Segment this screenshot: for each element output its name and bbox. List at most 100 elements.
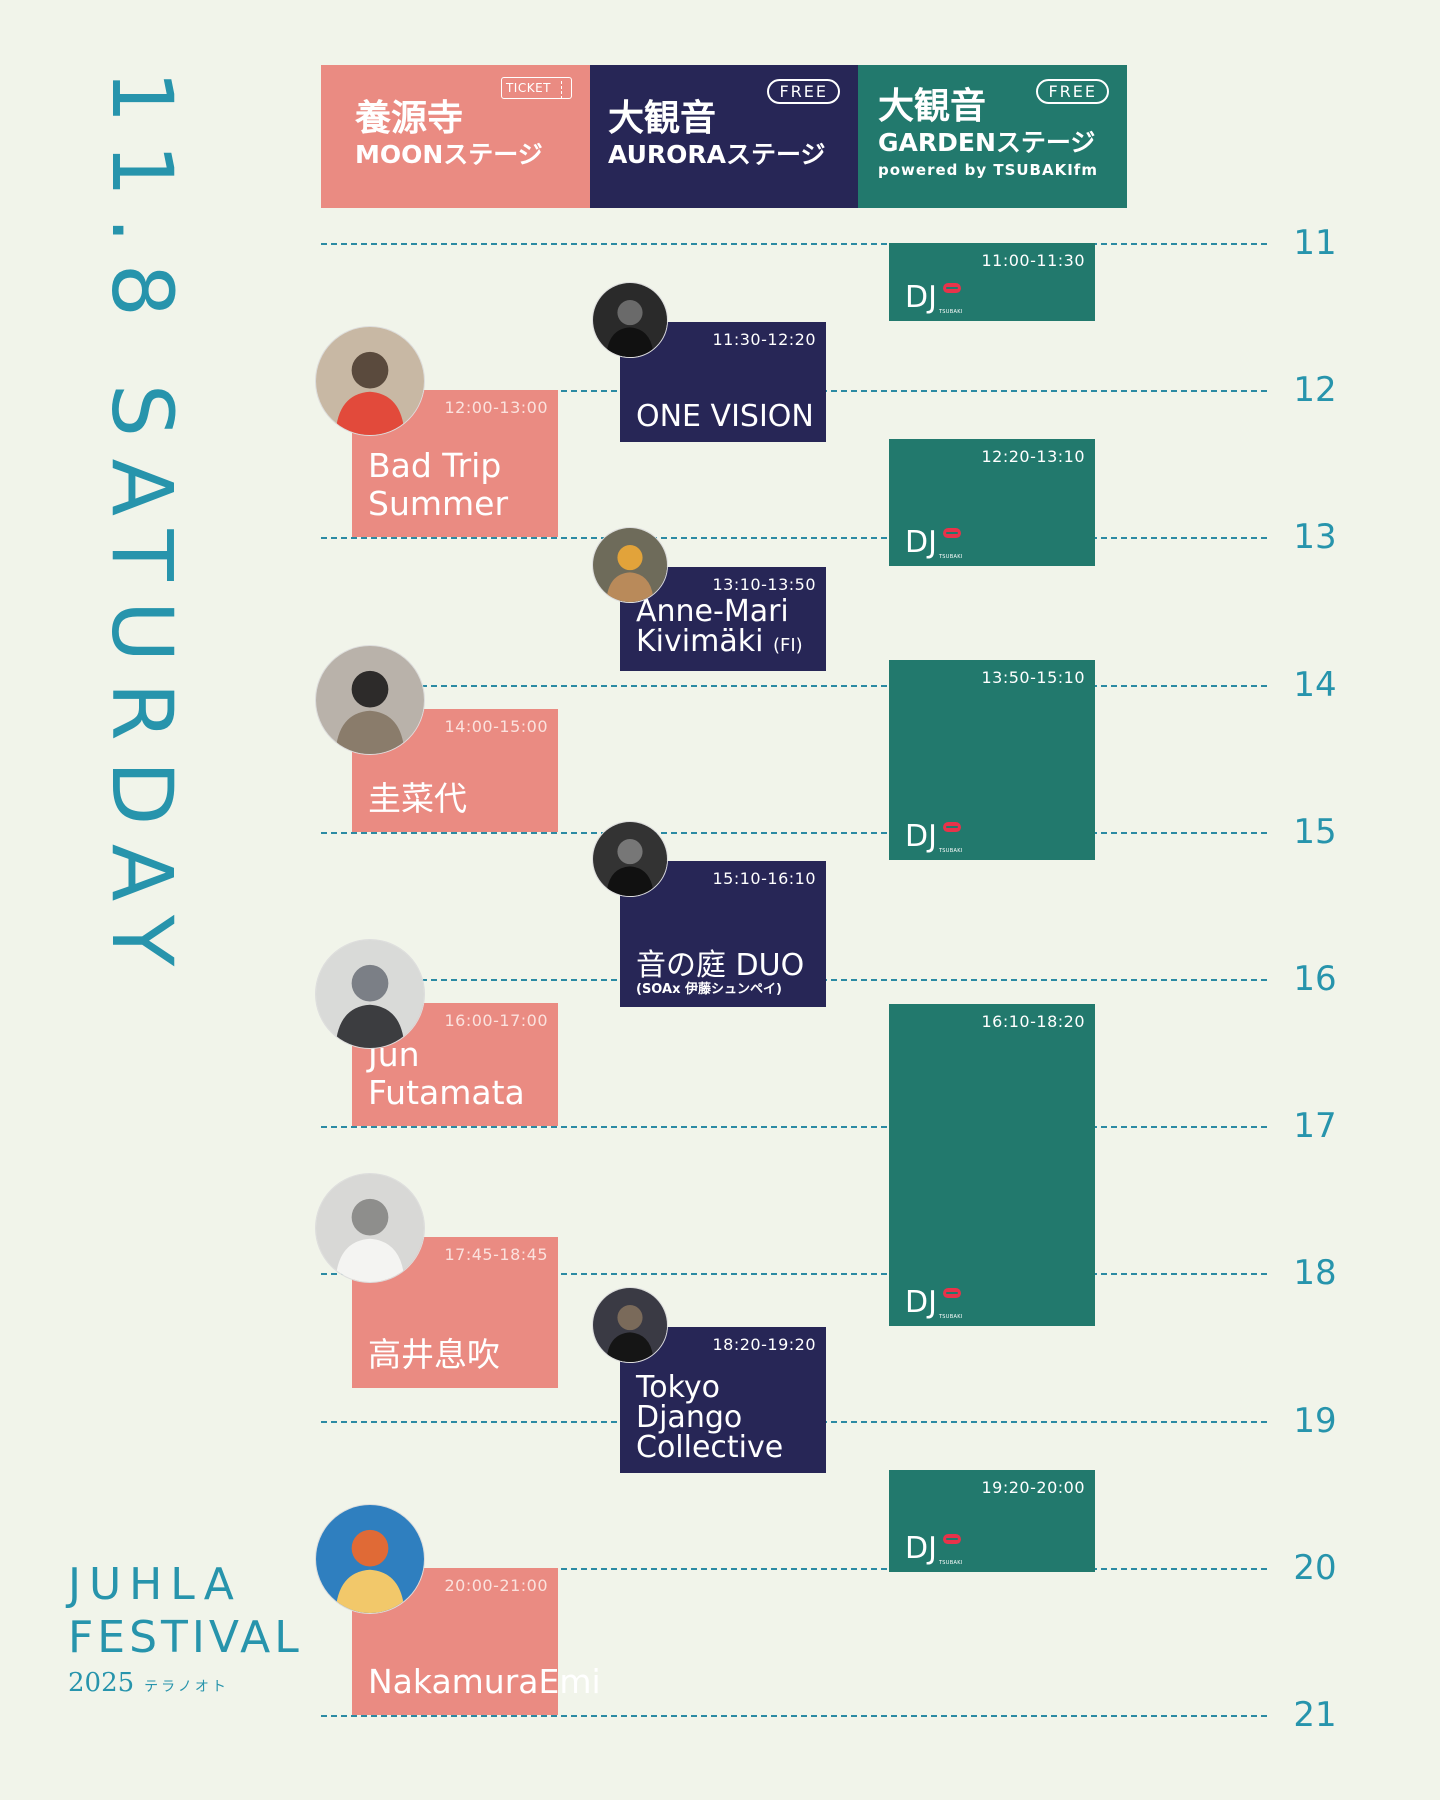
hour-label: 21 (1293, 1695, 1337, 1735)
hour-label: 11 (1293, 223, 1337, 263)
hour-label: 17 (1293, 1106, 1337, 1147)
act-name: ONE VISION (636, 402, 814, 432)
logo-line-2: FESTIVAL (68, 1612, 303, 1663)
hour-label: 13 (1293, 517, 1337, 558)
lips-icon: TSUBAKI (939, 1533, 963, 1566)
act-country: (FI) (772, 634, 803, 656)
artist-photo (315, 939, 425, 1049)
dj-text: DJ (905, 1285, 937, 1321)
act-time: 16:10-18:20 (981, 1011, 1085, 1031)
dj-logo-text: TSUBAKI (938, 1559, 963, 1566)
ticket-badge: TICKET (500, 77, 572, 99)
dj-label: DJ TSUBAKI (905, 1530, 963, 1566)
hour-line (321, 537, 1267, 540)
artist-photo (315, 326, 425, 437)
hour-label: 16 (1293, 959, 1337, 999)
artist-photo (592, 1287, 668, 1364)
act-name: Tokyo Django Collective (636, 1372, 821, 1463)
date-title: 11.8 SATURDAY (93, 70, 191, 987)
act-time: 13:50-15:10 (981, 668, 1085, 688)
garden-dj-block[interactable]: 19:20-20:00 DJ TSUBAKI (889, 1469, 1095, 1572)
act-time: 16:00-17:00 (444, 1011, 548, 1030)
act-name: Jun Futamata (368, 1035, 525, 1113)
dj-text: DJ (905, 819, 937, 855)
stage-header-moon: TICKET 養源寺 MOONステージ (321, 65, 590, 208)
hour-label: 20 (1293, 1547, 1337, 1588)
act-time: 11:30-12:20 (712, 329, 816, 349)
stage-name: 大観音 (878, 86, 987, 127)
act-time: 15:10-16:10 (712, 869, 816, 889)
hour-line (321, 1567, 1267, 1570)
hour-label: 15 (1293, 811, 1337, 852)
dj-text: DJ (905, 279, 937, 315)
moon-act-block[interactable]: 16:00-17:00 Jun Futamata (352, 1003, 558, 1127)
logo-line-3: 2025 テラノオト (68, 1666, 238, 1704)
lips-icon: TSUBAKI (939, 1288, 963, 1320)
free-badge: FREE (767, 79, 840, 104)
stage-subtitle: MOONステージ (355, 140, 543, 169)
dj-label: DJ TSUBAKI (905, 1285, 963, 1321)
lips-icon: TSUBAKI (939, 527, 963, 560)
hour-label: 18 (1293, 1253, 1337, 1294)
act-name: 高井息吹 (368, 1334, 500, 1374)
act-time: 20:00-21:00 (444, 1575, 548, 1595)
stage-name: 養源寺 (355, 98, 464, 139)
act-name: 圭菜代 (368, 778, 467, 818)
dj-text: DJ (905, 1530, 937, 1566)
festival-logo: JUHLA FESTIVAL 2025 テラノオト (68, 1559, 303, 1704)
act-time: 13:10-13:50 (712, 574, 816, 594)
hour-line (321, 684, 1267, 687)
dj-logo-text: TSUBAKI (938, 308, 963, 315)
hour-line (321, 1715, 1267, 1717)
logo-year: 2025 (68, 1668, 135, 1698)
act-time: 18:20-19:20 (712, 1335, 816, 1355)
artist-photo (315, 1503, 425, 1614)
aurora-act-block[interactable]: 18:20-19:20 Tokyo Django Collective (620, 1327, 826, 1473)
act-name: Bad Trip Summer (368, 446, 509, 524)
act-time: 19:20-20:00 (981, 1477, 1085, 1497)
hour-label: 12 (1293, 370, 1337, 411)
dj-logo-text: TSUBAKI (938, 553, 963, 560)
dj-logo-text: TSUBAKI (938, 848, 963, 855)
hour-line (321, 1126, 1267, 1129)
dj-label: DJ TSUBAKI (905, 279, 963, 315)
garden-dj-block[interactable]: 11:00-11:30 DJ TSUBAKI (889, 243, 1095, 321)
act-name: NakamuraEmi (368, 1661, 601, 1701)
logo-line-1: JUHLA (68, 1559, 242, 1610)
hour-label: 19 (1293, 1400, 1337, 1441)
dj-label: DJ TSUBAKI (905, 525, 963, 560)
dj-label: DJ TSUBAKI (905, 819, 963, 855)
act-time: 17:45-18:45 (444, 1244, 548, 1264)
hour-line (321, 243, 1267, 245)
stage-subtitle: AURORAステージ (608, 140, 826, 169)
act-name: 音の庭 DUO (SOAx 伊藤シュンペイ) (636, 950, 804, 997)
stage-sponsor: powered by TSUBAKIfm (878, 161, 1098, 179)
artist-photo (592, 821, 668, 898)
aurora-act-block[interactable]: 15:10-16:10 音の庭 DUO (SOAx 伊藤シュンペイ) (620, 861, 826, 1007)
stage-header-garden: FREE 大観音 GARDENステージ powered by TSUBAKIfm (858, 65, 1127, 208)
garden-dj-block[interactable]: 16:10-18:20 DJ TSUBAKI (889, 1003, 1095, 1327)
garden-dj-block[interactable]: 12:20-13:10 DJ TSUBAKI (889, 439, 1095, 566)
artist-photo (592, 526, 668, 603)
act-name-text: Anne-Mari Kivimäki (636, 593, 789, 659)
logo-jp: テラノオト (144, 1679, 229, 1695)
lips-icon: TSUBAKI (939, 822, 963, 854)
act-time: 14:00-15:00 (444, 716, 548, 736)
artist-photo (315, 1172, 425, 1283)
act-time: 12:20-13:10 (981, 447, 1085, 467)
dj-logo-text: TSUBAKI (938, 1314, 963, 1321)
act-name-text: ONE VISION (636, 399, 814, 435)
artist-photo (315, 644, 425, 755)
hour-label: 14 (1293, 664, 1337, 705)
stage-name: 大観音 (608, 98, 717, 139)
hour-line (321, 1273, 1267, 1276)
free-badge: FREE (1036, 79, 1109, 104)
act-members: (SOAx 伊藤シュンペイ) (636, 981, 782, 997)
act-name: Anne-Mari Kivimäki (FI) (636, 593, 821, 661)
lips-icon: TSUBAKI (939, 282, 963, 315)
act-time: 11:00-11:30 (981, 251, 1085, 270)
stage-header-aurora: FREE 大観音 AURORAステージ (590, 65, 858, 208)
garden-dj-block[interactable]: 13:50-15:10 DJ TSUBAKI (889, 660, 1095, 861)
artist-photo (592, 281, 668, 358)
